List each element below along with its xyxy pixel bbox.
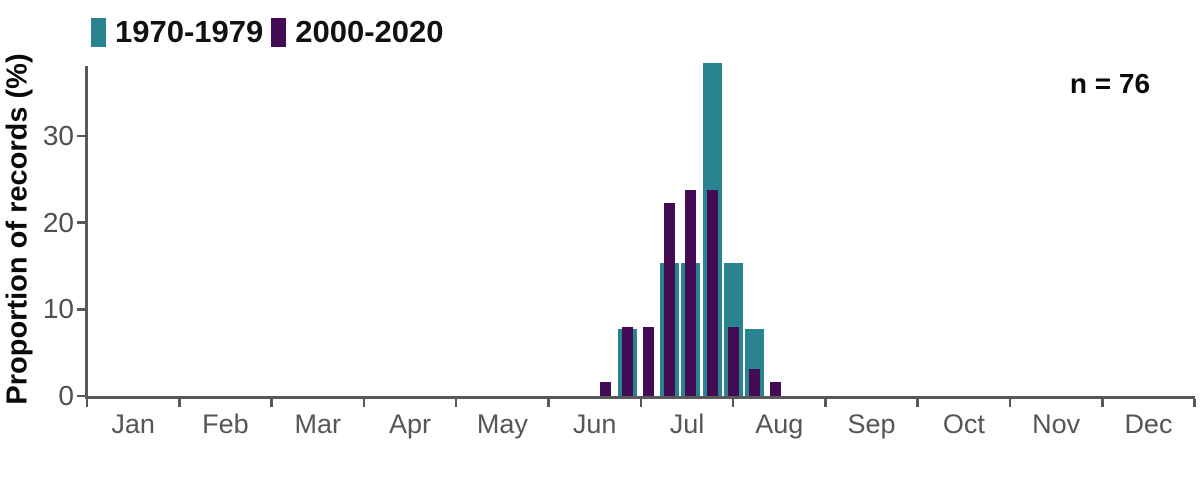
x-tick-label: Oct: [942, 409, 985, 439]
x-axis-tick: [547, 398, 550, 407]
x-axis-tick: [1008, 398, 1012, 407]
x-tick-label: Jul: [669, 409, 705, 439]
x-tick-label: Dec: [1124, 409, 1173, 439]
legend-item-1[interactable]: 2000-2020: [271, 14, 444, 50]
bar-2000-2020[interactable]: [664, 203, 676, 396]
y-axis-tick: [77, 394, 85, 398]
bar-2000-2020[interactable]: [685, 189, 697, 396]
x-axis-tick: [916, 398, 919, 407]
y-axis-tick: [77, 221, 85, 224]
x-tick-label: Nov: [1032, 409, 1081, 439]
bar-2000-2020[interactable]: [727, 327, 739, 396]
bar-2000-2020[interactable]: [749, 368, 761, 396]
x-axis-tick: [1101, 398, 1104, 407]
x-axis-tick: [731, 398, 735, 407]
x-tick-label: Feb: [202, 409, 249, 439]
x-tick-label: Jan: [111, 409, 155, 439]
y-tick-label: 20: [42, 206, 74, 238]
x-axis-tick: [362, 398, 366, 407]
legend-label: 1970-1979: [115, 14, 264, 49]
x-axis-tick: [824, 398, 827, 407]
bar-2000-2020[interactable]: [642, 327, 654, 396]
legend-label: 2000-2020: [295, 14, 444, 49]
bar-2000-2020[interactable]: [600, 382, 612, 396]
x-axis-tick: [85, 398, 89, 407]
x-tick-label: Jun: [572, 409, 617, 439]
x-tick-label: May: [476, 409, 528, 439]
x-axis-line: [85, 396, 1195, 399]
bar-2000-2020[interactable]: [706, 189, 718, 396]
legend-item-0[interactable]: 1970-1979: [91, 14, 263, 50]
sample-size-annotation: n = 76: [1069, 68, 1151, 99]
bar-2000-2020[interactable]: [770, 382, 782, 396]
y-tick-label: 0: [58, 380, 74, 411]
y-tick-label: 10: [42, 293, 74, 325]
x-tick-label: Aug: [755, 409, 804, 439]
x-axis-tick: [270, 398, 273, 407]
y-axis-line: [85, 66, 88, 399]
x-axis-tick: [1193, 398, 1196, 407]
x-tick-label: Mar: [294, 409, 341, 439]
legend-swatch: [271, 17, 287, 47]
x-tick-label: Apr: [389, 409, 432, 439]
legend-swatch: [91, 17, 106, 47]
x-tick-label: Sep: [847, 409, 896, 439]
x-axis-tick: [454, 398, 458, 407]
y-axis-tick: [77, 134, 85, 138]
bar-2000-2020[interactable]: [621, 327, 633, 396]
y-tick-label: 30: [42, 120, 74, 152]
x-axis-tick: [639, 398, 643, 407]
legend: 1970-1979 2000-2020: [91, 14, 452, 50]
y-axis-tick: [77, 308, 85, 311]
x-axis-tick: [178, 398, 181, 407]
